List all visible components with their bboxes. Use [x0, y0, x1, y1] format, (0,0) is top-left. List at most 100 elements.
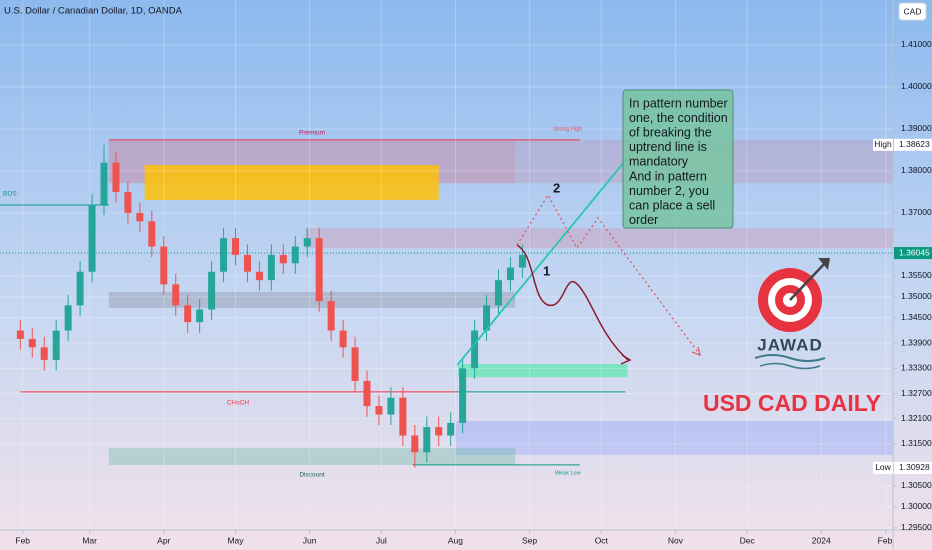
zone-label: Premium	[299, 130, 325, 137]
candle-body	[208, 271, 216, 310]
y-tick-label: 1.31500	[901, 438, 932, 448]
price-tag-box	[873, 138, 893, 151]
x-tick-label: Mar	[82, 535, 97, 545]
candle-body	[423, 427, 431, 453]
x-tick-label: Sep	[522, 535, 537, 545]
price-label: 1.30928	[899, 462, 930, 472]
y-tick-label: 1.38000	[901, 165, 932, 175]
candle-body	[232, 238, 240, 255]
zone	[108, 448, 516, 465]
candle-body	[172, 284, 180, 306]
brand: JAWAD	[757, 335, 822, 354]
candle-body	[291, 246, 299, 264]
note-line: mandatory	[629, 155, 689, 169]
x-tick-label: Dec	[740, 535, 756, 545]
pattern-label: 1	[543, 263, 550, 278]
x-tick-label: Aug	[448, 535, 463, 545]
candle-body	[64, 305, 72, 331]
y-tick-label: 1.30000	[901, 501, 932, 511]
candle-body	[184, 305, 192, 323]
price-label-box	[894, 138, 932, 151]
candle-body	[506, 267, 514, 281]
note-line: one, the condition	[629, 111, 728, 125]
zone	[144, 165, 439, 200]
trend-line	[456, 149, 635, 366]
zone-label: Discount	[299, 472, 324, 479]
x-tick-label: Jun	[303, 535, 317, 545]
x-tick-label: Oct	[595, 535, 609, 545]
price-tag: High	[874, 139, 892, 149]
zone	[455, 420, 893, 455]
y-tick-label: 1.34500	[901, 312, 932, 322]
candle-body	[327, 301, 335, 331]
candle-body	[28, 338, 36, 348]
candle-body	[495, 280, 503, 306]
note-line: of breaking the	[629, 125, 712, 139]
x-tick-label: Feb	[15, 535, 30, 545]
candle-body	[435, 427, 443, 436]
note-line: And in pattern	[629, 169, 707, 183]
x-tick-label: Jul	[376, 535, 387, 545]
candle-body	[243, 254, 251, 272]
price-label: 1.36045	[899, 247, 930, 257]
level-label: CHoCH	[227, 400, 250, 407]
price-tag: Low	[875, 462, 891, 472]
candle-body	[40, 347, 48, 360]
zone	[304, 228, 893, 249]
price-label-box	[894, 247, 932, 260]
pattern-label: 2	[553, 180, 560, 195]
candle-body	[447, 422, 455, 436]
axis-labels: 1.41000 1.40000 1.39000 1.38000 1.37000 1.355…	[15, 39, 932, 545]
candle-body	[220, 238, 228, 272]
y-tick-label: 1.41000	[901, 39, 932, 49]
scenario-1-path	[516, 244, 629, 361]
x-tick-label: May	[227, 535, 244, 545]
candle-body	[267, 254, 275, 281]
candle-body	[112, 162, 120, 192]
candle-body	[339, 330, 347, 348]
price-label: 1.38623	[899, 139, 930, 149]
candle-body	[518, 254, 526, 268]
candle-body	[387, 397, 395, 415]
scenario-1-arrow	[620, 354, 632, 365]
y-tick-label: 1.39000	[901, 123, 932, 133]
y-tick-label: 1.40000	[901, 81, 932, 91]
candle-body	[76, 271, 84, 306]
candle-body	[255, 271, 263, 281]
note-line: number 2, you	[629, 184, 709, 198]
note-line: can place a sell	[629, 198, 715, 212]
y-tick-label: 1.35500	[901, 270, 932, 280]
candle-body	[459, 368, 467, 423]
x-tick-label: Apr	[157, 535, 170, 545]
candle-body	[399, 397, 407, 436]
candle-body	[148, 221, 156, 247]
candle-body	[279, 254, 287, 264]
note-line: uptrend line is	[629, 140, 707, 154]
note-box	[622, 89, 734, 229]
y-tick-label: 1.37000	[901, 207, 932, 217]
candle-body	[471, 330, 479, 369]
zone	[457, 364, 628, 378]
candles	[16, 144, 635, 468]
level-label: Strong High	[553, 126, 582, 132]
level-label: BOS	[3, 191, 17, 198]
y-tick-label: 1.33900	[901, 337, 932, 347]
candle-body	[351, 347, 359, 381]
y-tick-label: 1.35000	[901, 291, 932, 301]
x-tick-label: Nov	[668, 535, 684, 545]
currency[interactable]: CAD	[904, 6, 922, 16]
candle-body	[363, 380, 371, 407]
candle-body	[303, 238, 311, 247]
candle-body	[315, 238, 323, 302]
candle-body	[88, 204, 96, 272]
y-tick-label: 1.32100	[901, 413, 932, 423]
note-line: order	[629, 213, 658, 227]
zone	[108, 291, 516, 308]
y-tick-label: 1.29500	[901, 522, 932, 532]
candle-body	[124, 191, 132, 213]
currency-button[interactable]	[898, 2, 927, 21]
chart-title: U.S. Dollar / Canadian Dollar, 1D, OANDA	[4, 6, 183, 17]
y-tick-label: 1.30500	[901, 480, 932, 490]
